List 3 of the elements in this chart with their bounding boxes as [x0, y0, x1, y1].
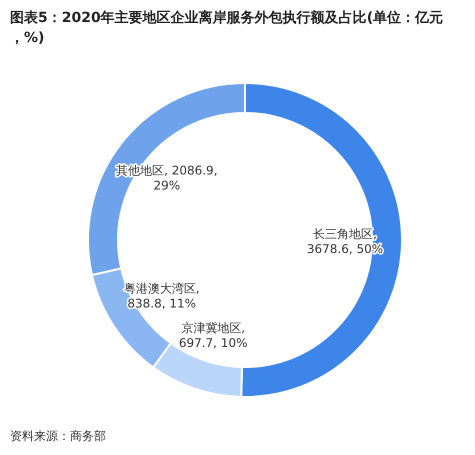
- chart-title: 图表5：2020年主要地区企业离岸服务外包执行额及占比(单位：亿元，%): [10, 9, 444, 46]
- text: 资料来源：商务部: [10, 429, 106, 443]
- slice-label: 京津冀地区, 697.7, 10%: [178, 320, 248, 350]
